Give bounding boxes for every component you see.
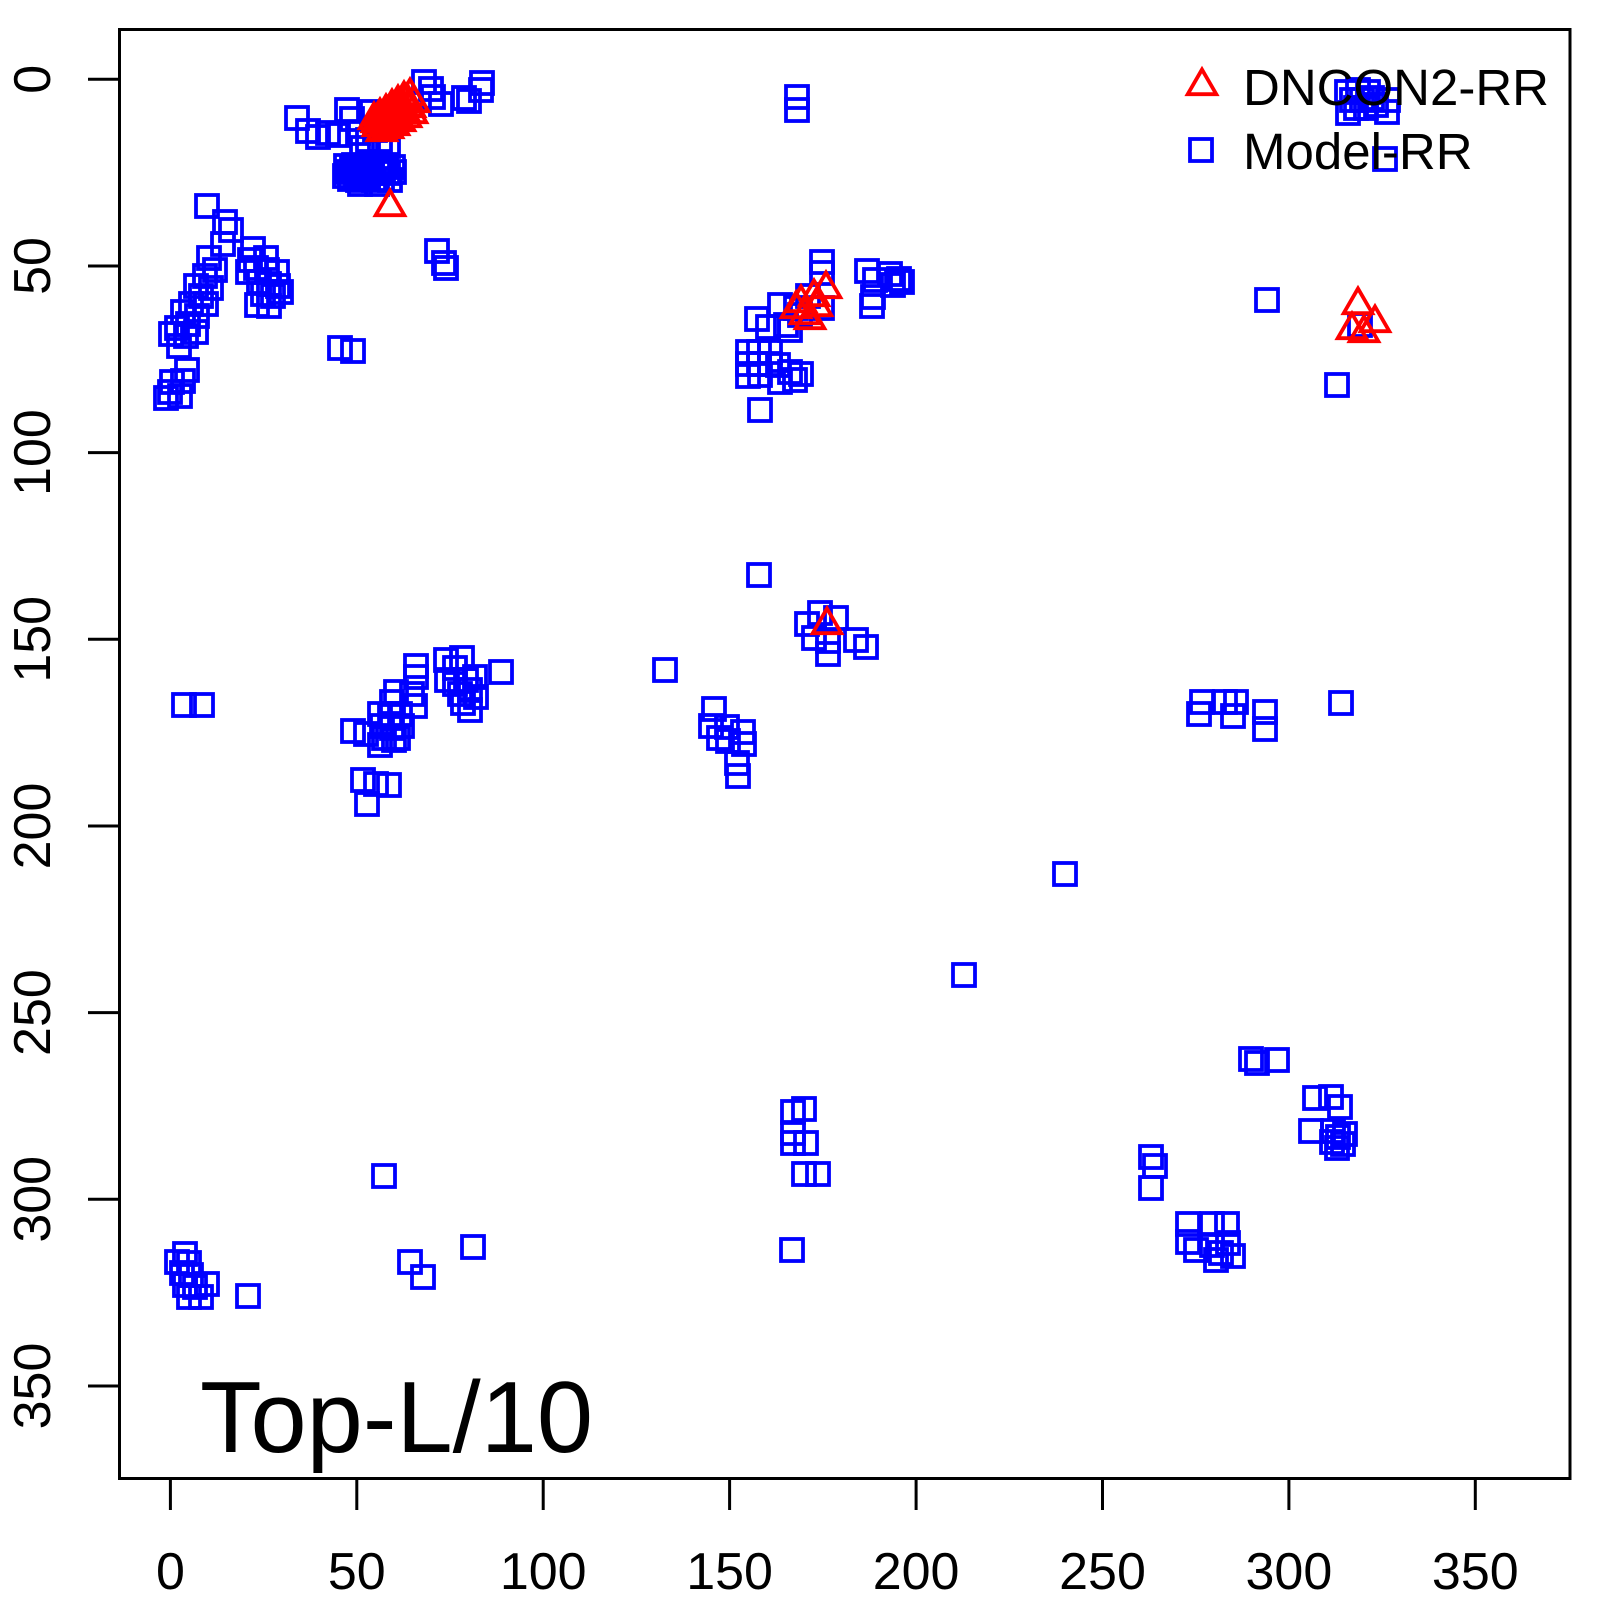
svg-text:300: 300 (4, 1156, 62, 1243)
svg-text:0: 0 (156, 1543, 185, 1600)
svg-text:250: 250 (4, 969, 62, 1056)
svg-text:DNCON2-RR: DNCON2-RR (1243, 59, 1549, 116)
svg-text:200: 200 (873, 1543, 960, 1600)
svg-text:200: 200 (4, 783, 62, 870)
svg-text:50: 50 (328, 1543, 386, 1600)
svg-text:0: 0 (4, 65, 62, 94)
svg-text:350: 350 (1432, 1543, 1519, 1600)
svg-text:100: 100 (500, 1543, 587, 1600)
svg-text:100: 100 (4, 409, 62, 496)
svg-text:250: 250 (1059, 1543, 1146, 1600)
svg-text:300: 300 (1246, 1543, 1333, 1600)
svg-text:Top-L/10: Top-L/10 (200, 1362, 593, 1474)
svg-text:50: 50 (4, 237, 62, 295)
svg-text:150: 150 (4, 596, 62, 683)
svg-text:150: 150 (686, 1543, 773, 1600)
svg-text:350: 350 (4, 1343, 62, 1430)
svg-text:Model-RR: Model-RR (1243, 123, 1473, 180)
